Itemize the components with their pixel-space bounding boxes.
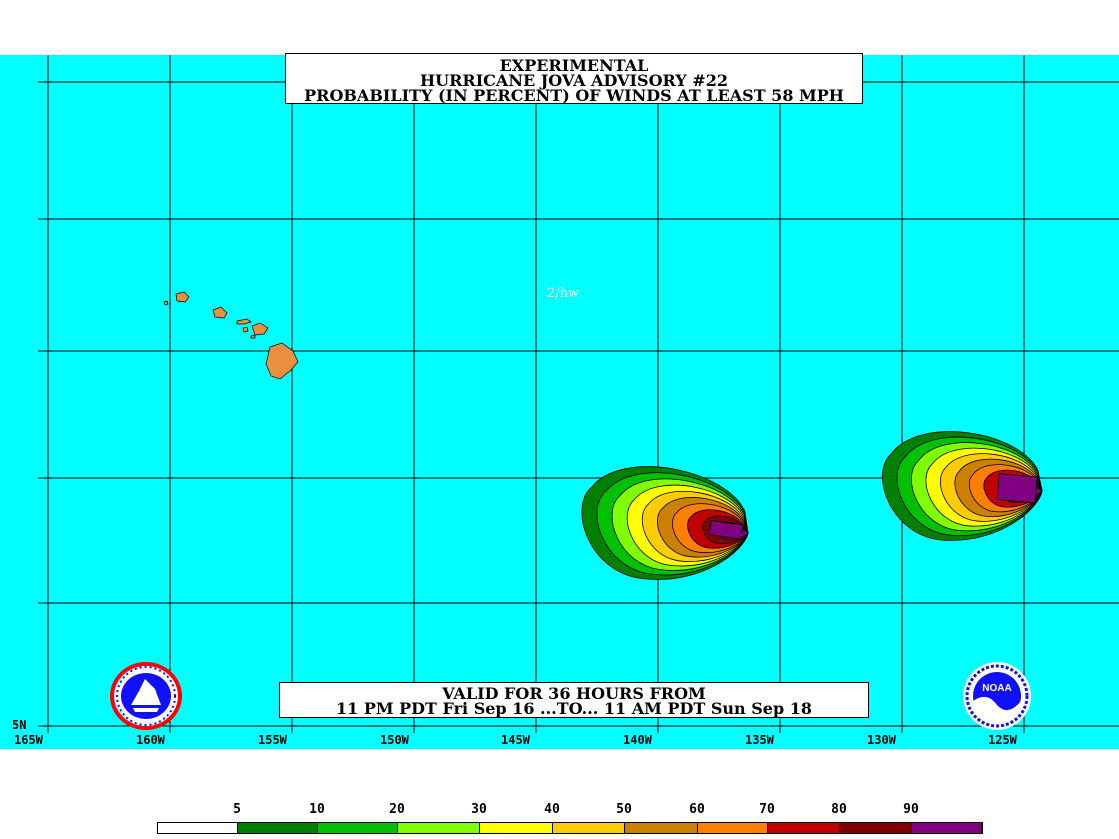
- hawaiian-islands: [163, 291, 299, 380]
- legend-swatch: [553, 823, 625, 833]
- contour-core-highest: [708, 520, 744, 540]
- legend-label-60: 60: [689, 802, 705, 817]
- storm-contours-west: [581, 466, 749, 580]
- legend-label-50: 50: [616, 802, 632, 817]
- storm-contours-east: [882, 431, 1043, 541]
- valid-line-duration: VALID FOR 36 HOURS FROM: [442, 684, 706, 703]
- legend-swatch: [318, 823, 398, 833]
- legend-swatch: [398, 823, 480, 833]
- legend-label-20: 20: [389, 802, 405, 817]
- legend-label-40: 40: [544, 802, 560, 817]
- lon-label-165w: 165W: [14, 733, 43, 747]
- legend-swatch: [912, 823, 982, 833]
- legend-color-bar: [157, 822, 983, 834]
- valid-line-times: 11 PM PDT Fri Sep 16 ...TO... 11 AM PDT …: [336, 699, 812, 718]
- contour-core-highest: [996, 473, 1038, 504]
- island-niihau: [163, 300, 169, 306]
- valid-period-box: VALID FOR 36 HOURS FROM 11 PM PDT Fri Se…: [279, 682, 869, 718]
- island-maui: [251, 322, 269, 336]
- ocean-background: [0, 55, 1119, 749]
- lon-label-155w: 155W: [258, 733, 287, 747]
- legend-label-90: 90: [903, 802, 919, 817]
- island-molokai: [236, 318, 252, 325]
- title-line-advisory: HURRICANE JOVA ADVISORY #22: [420, 71, 728, 90]
- legend-label-70: 70: [759, 802, 775, 817]
- lon-label-135w: 135W: [745, 733, 774, 747]
- probability-contours: [581, 431, 1043, 580]
- title-line-experimental: EXPERIMENTAL: [499, 56, 649, 75]
- legend-swatch: [625, 823, 698, 833]
- legend-label-30: 30: [471, 802, 487, 817]
- island-lanai: [242, 326, 249, 333]
- legend-swatch: [840, 823, 912, 833]
- nws-logo-icon: [110, 662, 182, 730]
- lat-lon-grid: [38, 55, 1119, 733]
- lon-label-145w: 145W: [501, 733, 530, 747]
- latitude-label-5n: 5N: [12, 718, 27, 732]
- lon-label-130w: 130W: [867, 733, 896, 747]
- lon-label-140w: 140W: [623, 733, 652, 747]
- legend-label-5: 5: [233, 802, 241, 817]
- title-box: EXPERIMENTAL HURRICANE JOVA ADVISORY #22…: [285, 53, 863, 104]
- legend-swatch: [768, 823, 840, 833]
- legend-swatch: [238, 823, 318, 833]
- noaa-logo-icon: NOAA: [963, 662, 1031, 730]
- island-kauai: [175, 291, 190, 303]
- lon-label-150w: 150W: [380, 733, 409, 747]
- island-hawaii: [265, 342, 299, 380]
- island-oahu: [212, 306, 228, 319]
- title-line-probability: PROBABILITY (IN PERCENT) OF WINDS AT LEA…: [304, 86, 844, 105]
- legend-label-10: 10: [309, 802, 325, 817]
- noaa-logo-text: NOAA: [982, 683, 1011, 694]
- island-kahoolawe: [250, 334, 256, 339]
- lon-label-125w: 125W: [988, 733, 1017, 747]
- legend-swatch: [480, 823, 553, 833]
- legend-swatch: [158, 823, 238, 833]
- legend-swatch: [698, 823, 768, 833]
- legend-label-80: 80: [831, 802, 847, 817]
- lon-label-160w: 160W: [136, 733, 165, 747]
- credit-text: 2/hw: [547, 286, 580, 301]
